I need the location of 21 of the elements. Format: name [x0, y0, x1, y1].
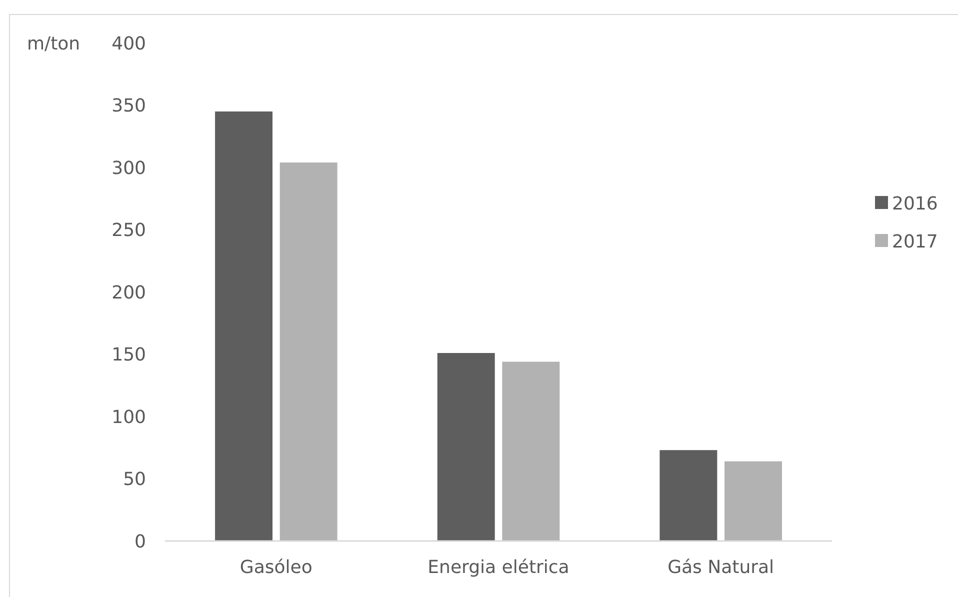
bar — [437, 353, 495, 541]
y-tick-label: 150 — [112, 344, 146, 366]
bar — [502, 362, 560, 541]
x-tick-label: Energia elétrica — [428, 557, 570, 578]
bar — [660, 450, 718, 541]
x-tick-label: Gás Natural — [668, 557, 774, 578]
bar — [215, 111, 272, 541]
bar — [280, 162, 338, 541]
legend-label: 2016 — [892, 193, 938, 214]
y-tick-label: 0 — [134, 531, 146, 552]
y-tick-label: 400 — [112, 33, 146, 54]
legend-label: 2017 — [892, 231, 938, 252]
y-tick-label: 250 — [112, 220, 146, 242]
bar — [724, 461, 782, 541]
y-axis-title: m/ton — [27, 33, 80, 54]
x-tick-label: Gasóleo — [240, 557, 312, 578]
y-tick-label: 100 — [112, 406, 146, 428]
y-tick-label: 300 — [112, 158, 146, 179]
y-tick-label: 350 — [112, 96, 146, 117]
y-tick-label: 50 — [123, 469, 146, 490]
y-tick-label: 200 — [112, 282, 146, 304]
